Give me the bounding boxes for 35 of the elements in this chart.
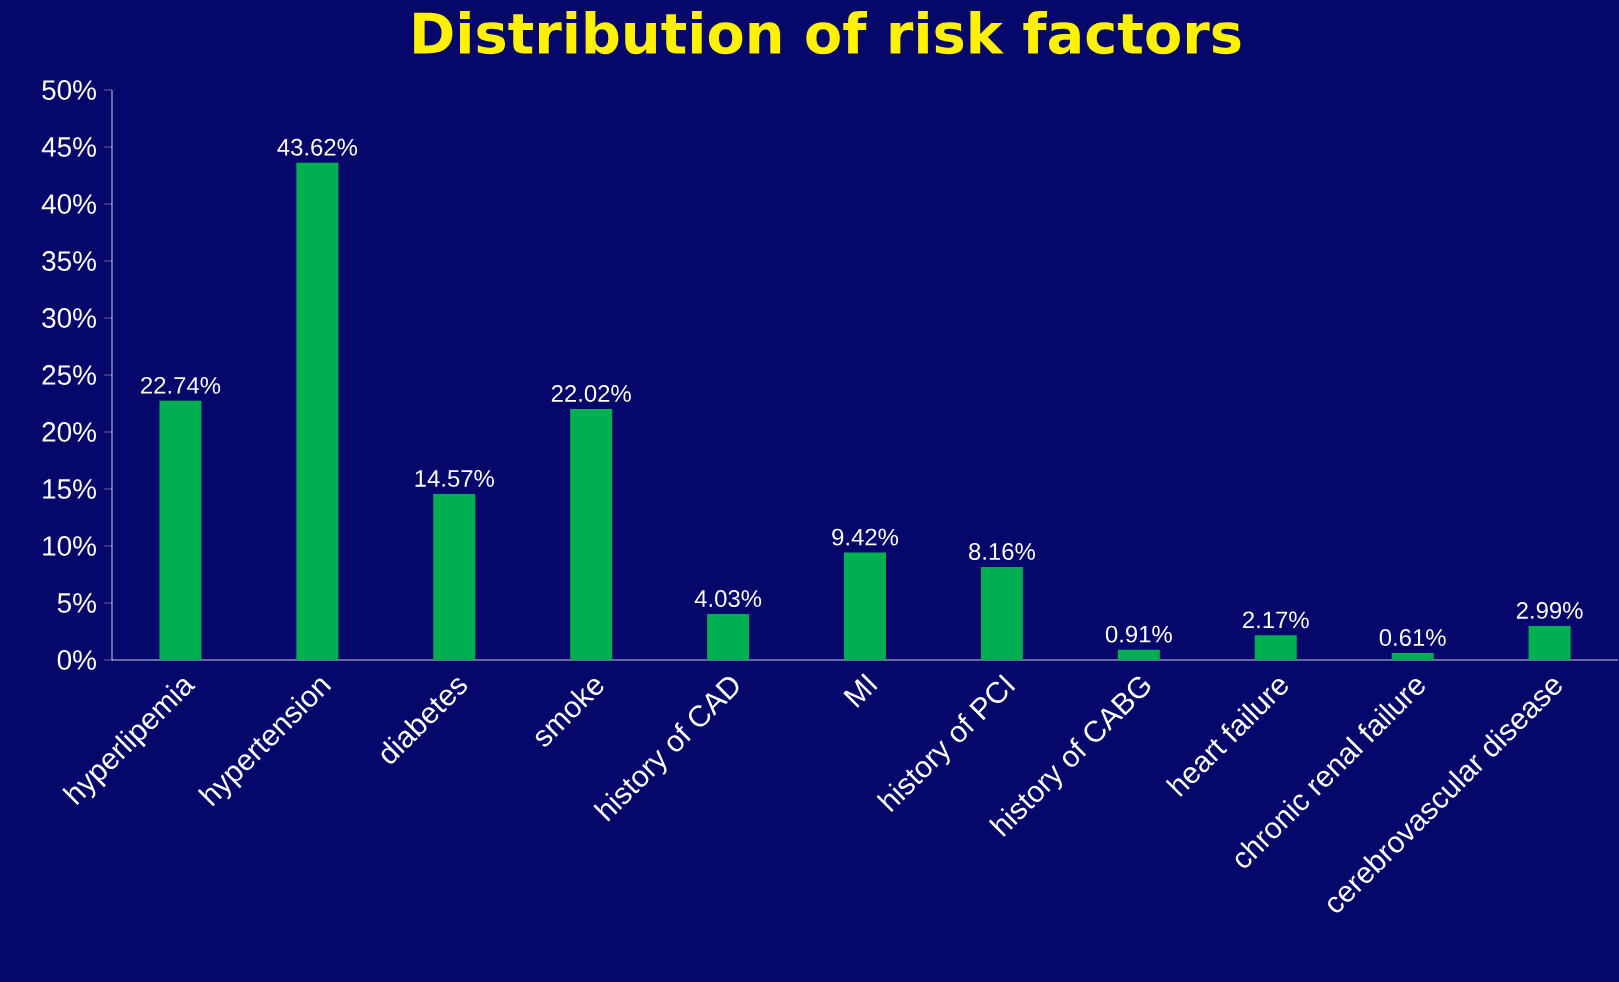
data-label: 0.91% — [1105, 625, 1172, 643]
data-label: 4.03% — [694, 590, 762, 607]
x-tick-label: MI — [843, 673, 878, 708]
bar — [1391, 653, 1434, 660]
data-label: 22.74% — [141, 376, 221, 394]
y-tick-label: 30% — [42, 308, 96, 328]
data-label: 2.99% — [1516, 601, 1583, 619]
y-tick-label: 45% — [41, 137, 96, 157]
y-tick-label: 10% — [43, 536, 96, 556]
bar — [1528, 625, 1571, 660]
data-label: 2.17% — [1243, 611, 1309, 629]
y-tick-label: 20% — [42, 422, 96, 442]
bar — [570, 408, 613, 660]
data-label: 9.42% — [832, 528, 899, 546]
bar — [707, 614, 750, 660]
y-tick-label: 15% — [43, 479, 96, 499]
bar — [1117, 649, 1160, 660]
bar — [1254, 635, 1297, 660]
y-tick-label: 50% — [42, 80, 96, 100]
y-tick-label: 0% — [57, 650, 96, 670]
bar — [296, 162, 339, 660]
bar — [980, 566, 1023, 660]
data-label: 0.61% — [1379, 629, 1446, 646]
y-tick-label: 5% — [57, 593, 96, 613]
bar — [844, 552, 887, 660]
data-label: 43.62% — [277, 138, 358, 156]
y-tick-label: 40% — [41, 194, 96, 214]
bar — [433, 493, 476, 660]
y-tick-label: 35% — [42, 251, 96, 271]
y-tick-label: 25% — [42, 365, 96, 385]
chart-title: Distribution of risk factors — [414, 11, 1241, 55]
data-label: 22.02% — [551, 385, 631, 402]
data-label: 14.57% — [415, 470, 494, 487]
bar — [159, 400, 202, 660]
data-label: 8.16% — [969, 543, 1035, 560]
